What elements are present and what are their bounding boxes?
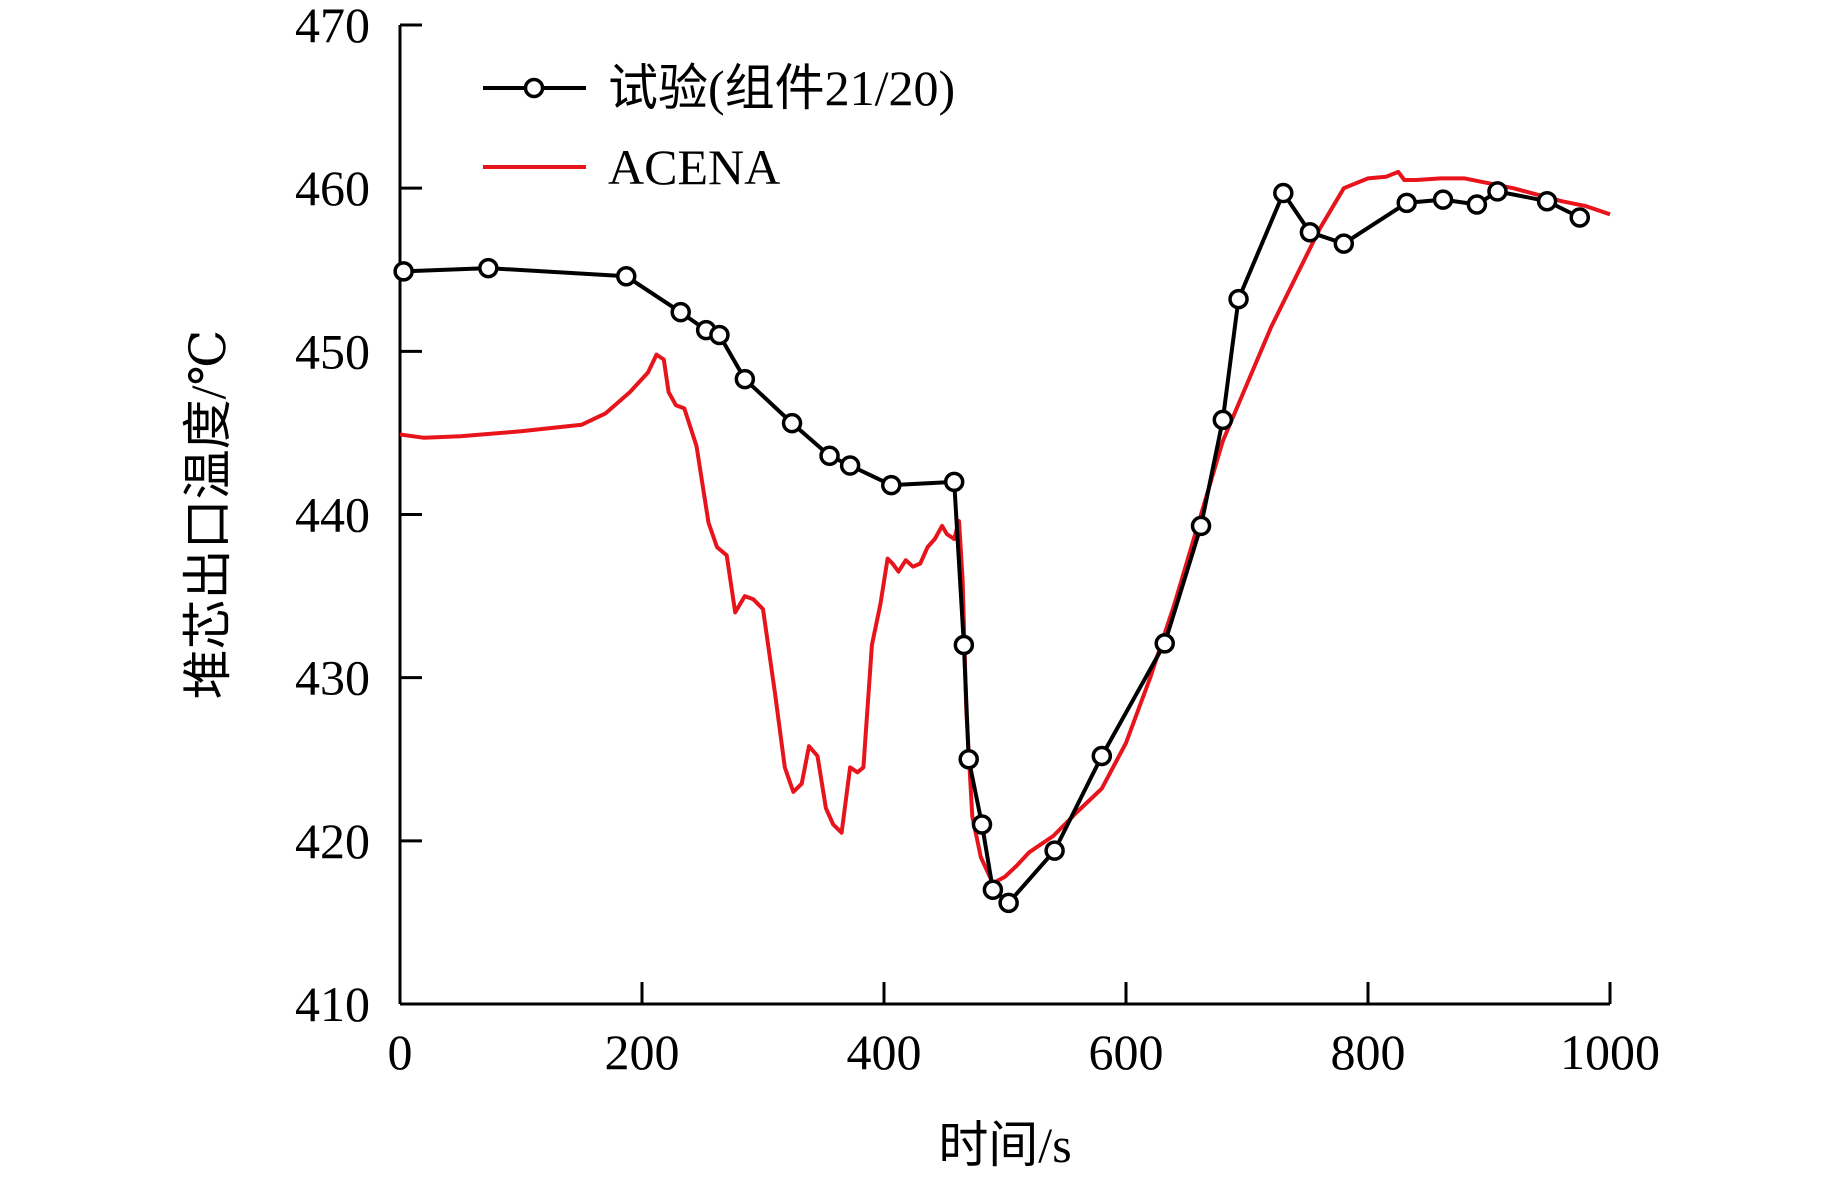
data-point [1190, 515, 1212, 537]
data-point [982, 879, 1004, 901]
data-point [958, 749, 979, 770]
legend-label: 试验(组件21/20) [608, 60, 955, 116]
axes [398, 25, 1610, 1006]
x-axis-title: 时间/s [938, 1117, 1071, 1173]
data-point [1466, 194, 1488, 215]
y-tick-label: 410 [295, 976, 370, 1032]
data-point [819, 445, 840, 467]
y-tick-label: 440 [295, 487, 370, 543]
x-tick-label: 200 [605, 1024, 680, 1080]
data-point [478, 257, 499, 279]
series-acena [399, 169, 1611, 886]
series-experiment [393, 181, 1590, 914]
y-tick-label: 430 [295, 650, 370, 706]
data-point [1487, 181, 1508, 202]
data-point [616, 266, 637, 287]
legend: 试验(组件21/20) ACENA [483, 60, 955, 195]
data-point [1536, 190, 1558, 212]
data-point [881, 474, 902, 496]
series [393, 169, 1611, 914]
series-line [403, 189, 1581, 905]
data-point [781, 412, 803, 434]
data-point [839, 455, 861, 476]
data-point [1091, 745, 1113, 767]
x-tick-label: 800 [1331, 1024, 1406, 1080]
data-point [734, 368, 756, 390]
legend-item: 试验(组件21/20) [483, 60, 955, 116]
data-point [709, 324, 730, 346]
data-point [1396, 192, 1417, 214]
y-tick-label: 450 [295, 323, 370, 379]
data-point [953, 634, 975, 656]
y-axis-title: 堆芯出口温度/℃ [180, 330, 236, 700]
data-point [1154, 633, 1175, 654]
data-point [1333, 233, 1355, 254]
x-tick-label: 1000 [1560, 1024, 1660, 1080]
legend-marker [523, 77, 545, 99]
y-tick-label: 460 [295, 160, 370, 216]
data-point [998, 892, 1019, 914]
y-tick-label: 470 [295, 0, 370, 53]
data-point [971, 814, 993, 835]
x-tick-label: 0 [388, 1024, 413, 1080]
legend-label: ACENA [608, 139, 780, 195]
data-point [1569, 207, 1590, 228]
data-point [1044, 840, 1065, 861]
x-tick-label: 600 [1089, 1024, 1164, 1080]
legend-item: ACENA [483, 139, 780, 195]
y-tick-label: 420 [295, 813, 370, 869]
data-point [1228, 288, 1249, 310]
data-point [393, 261, 414, 282]
data-point [1273, 182, 1294, 204]
series-line [399, 169, 1611, 886]
data-point [670, 301, 691, 323]
data-point [943, 471, 965, 493]
ticks: 410 420 430 440 450 460 470 0 200 400 600 800 1000 [295, 0, 1660, 1080]
x-tick-label: 400 [847, 1024, 922, 1080]
data-point [1432, 189, 1454, 210]
data-point [1299, 221, 1321, 243]
data-point [1212, 409, 1234, 431]
